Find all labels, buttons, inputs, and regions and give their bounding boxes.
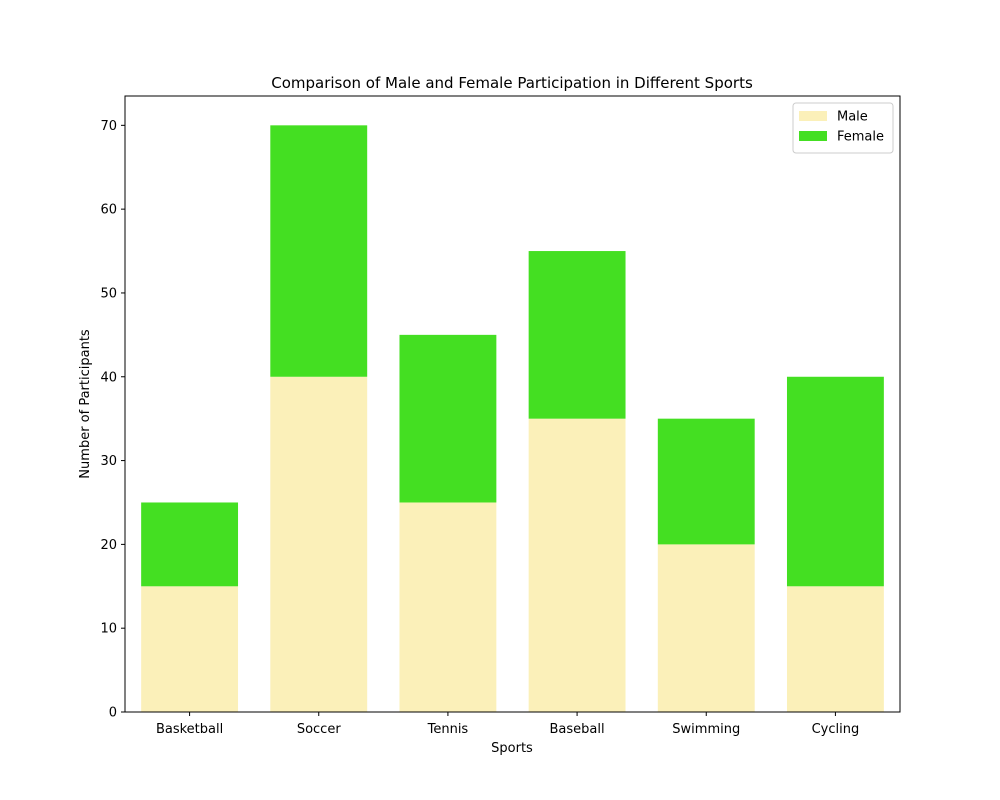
x-tick-label: Swimming xyxy=(672,722,740,737)
x-axis-label: Sports xyxy=(491,741,533,756)
x-tick-label: Basketball xyxy=(156,722,223,737)
y-tick-label: 30 xyxy=(100,454,117,469)
legend-label-male: Male xyxy=(837,110,868,125)
bar-female-soccer xyxy=(270,125,368,377)
x-tick-label: Tennis xyxy=(427,722,469,737)
legend-label-female: Female xyxy=(837,130,884,145)
bar-female-swimming xyxy=(657,418,755,545)
bar-female-baseball xyxy=(528,251,626,419)
bar-male-tennis xyxy=(399,502,497,712)
y-tick-label: 70 xyxy=(100,119,117,134)
bar-male-cycling xyxy=(786,586,884,712)
legend: Male Female xyxy=(792,102,894,154)
y-axis: 0 10 20 30 40 50 60 70 xyxy=(100,119,125,721)
chart-title: Comparison of Male and Female Participat… xyxy=(271,74,753,92)
bar-male-swimming xyxy=(657,544,755,712)
bar-male-basketball xyxy=(141,586,239,712)
legend-swatch-female xyxy=(799,131,827,141)
bar-male-baseball xyxy=(528,418,626,712)
plot-frame xyxy=(124,95,901,713)
bar-female-tennis xyxy=(399,334,497,503)
bars-layer xyxy=(141,125,884,712)
y-axis-label: Number of Participants xyxy=(78,329,93,479)
bar-female-basketball xyxy=(141,502,239,587)
y-tick-label: 20 xyxy=(100,538,117,553)
series-female xyxy=(141,125,884,587)
y-tick-label: 0 xyxy=(109,706,117,721)
bar-male-soccer xyxy=(270,376,368,712)
y-tick-label: 50 xyxy=(100,286,117,301)
legend-swatch-male xyxy=(799,111,827,121)
y-tick-label: 60 xyxy=(100,203,117,218)
series-male xyxy=(141,376,884,712)
x-tick-label: Baseball xyxy=(550,722,605,737)
x-axis: Basketball Soccer Tennis Baseball Swimming Cy… xyxy=(156,712,859,737)
bar-female-cycling xyxy=(786,376,884,587)
x-tick-label: Soccer xyxy=(297,722,341,737)
y-tick-label: 40 xyxy=(100,370,117,385)
x-tick-label: Cycling xyxy=(812,722,860,737)
y-tick-label: 10 xyxy=(100,622,117,637)
